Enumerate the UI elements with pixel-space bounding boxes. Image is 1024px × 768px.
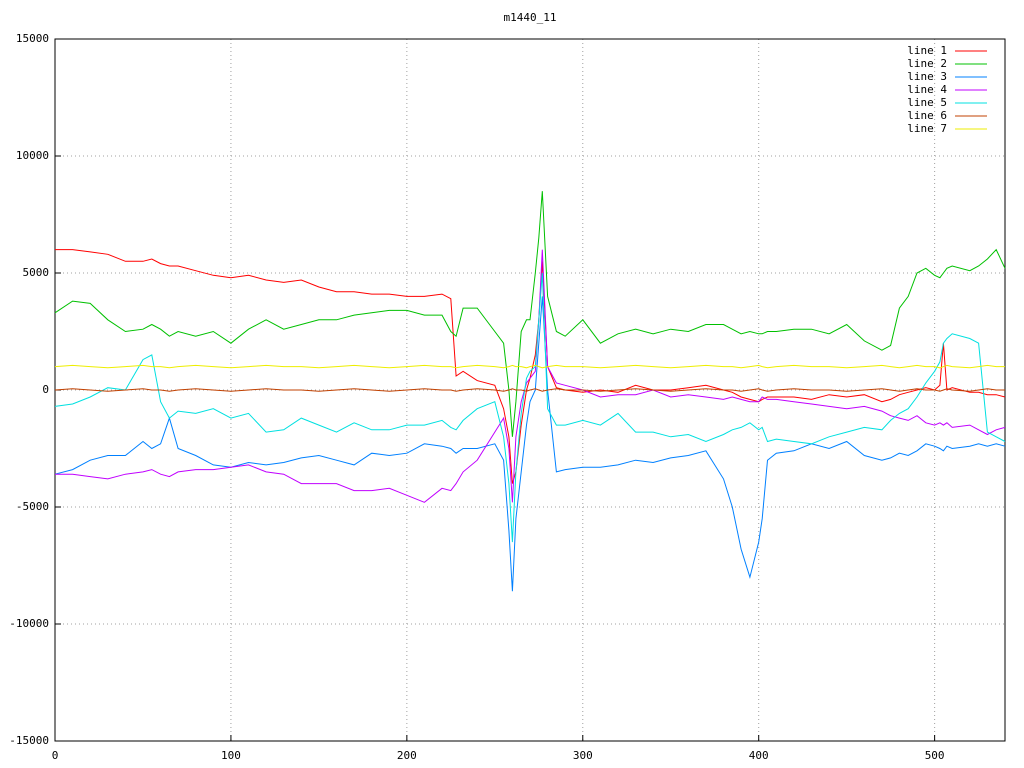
legend-label: line 4 bbox=[907, 83, 947, 96]
y-tick-label: 5000 bbox=[23, 266, 50, 279]
legend-label: line 2 bbox=[907, 57, 947, 70]
chart-title: m1440_11 bbox=[504, 11, 557, 24]
legend-label: line 3 bbox=[907, 70, 947, 83]
data-line bbox=[54, 364, 1005, 369]
x-tick-label: 200 bbox=[397, 749, 417, 762]
data-line bbox=[55, 249, 1006, 503]
y-tick-label: 0 bbox=[42, 383, 49, 396]
y-tick-label: 15000 bbox=[16, 32, 49, 45]
x-tick-label: 400 bbox=[749, 749, 769, 762]
x-tick-label: 500 bbox=[925, 749, 945, 762]
y-tick-label: -10000 bbox=[9, 617, 49, 630]
x-tick-label: 300 bbox=[573, 749, 593, 762]
legend-label: line 5 bbox=[907, 96, 947, 109]
data-line bbox=[54, 191, 1006, 437]
x-tick-label: 100 bbox=[221, 749, 241, 762]
y-tick-label: 10000 bbox=[16, 149, 49, 162]
data-line bbox=[54, 272, 1006, 543]
y-tick-label: -5000 bbox=[16, 500, 49, 513]
data-line bbox=[54, 388, 1005, 392]
legend-label: line 7 bbox=[907, 122, 947, 135]
legend-label: line 1 bbox=[907, 44, 947, 57]
y-tick-label: -15000 bbox=[9, 734, 49, 747]
legend-label: line 6 bbox=[907, 109, 947, 122]
x-tick-label: 0 bbox=[52, 749, 59, 762]
